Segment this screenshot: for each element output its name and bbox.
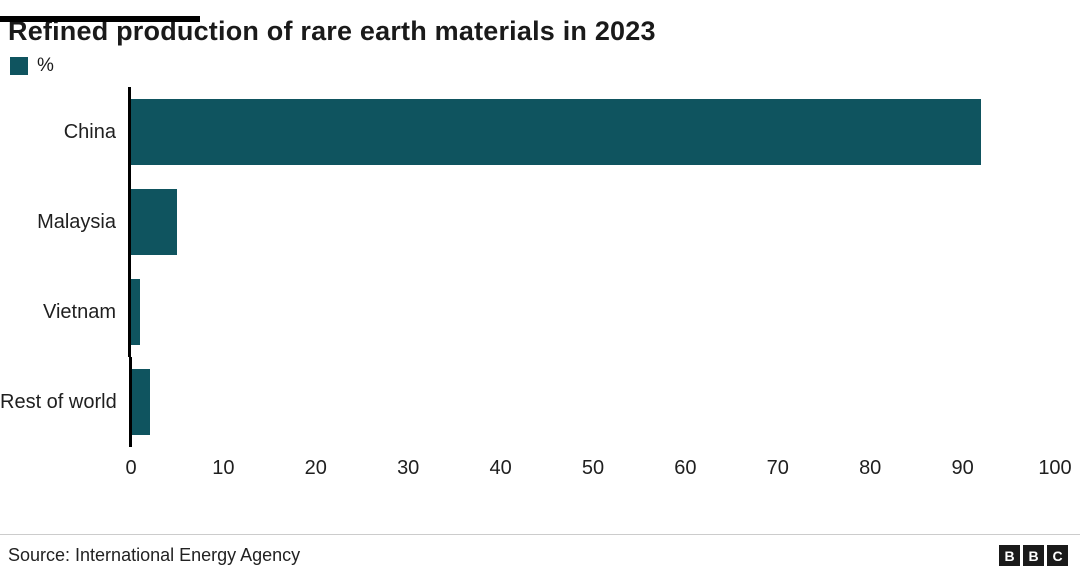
top-rule [0,16,200,22]
bar-row: Rest of world [0,357,1080,447]
bar-track [128,267,1055,357]
category-label: Malaysia [37,210,116,233]
bar-row: Malaysia [0,177,1080,267]
bbc-logo-block: B [1023,545,1044,566]
bbc-logo-block: B [999,545,1020,566]
bar-row: China [0,87,1080,177]
legend-label: % [37,55,54,76]
bar-track [128,177,1055,267]
bbc-logo-block: C [1047,545,1068,566]
bar [131,99,982,165]
bar-track [128,87,1055,177]
bar-row: Vietnam [0,267,1080,357]
tick-label: 70 [766,457,789,479]
bar [131,189,178,255]
tick-label: 100 [1038,457,1072,479]
bar [131,279,141,345]
tick-label: 50 [581,457,605,479]
tick-label: 20 [304,457,327,479]
category-label: Vietnam [42,300,116,323]
tick-label: 0 [125,457,137,479]
source-text: Source: International Energy Agency [8,545,301,565]
legend: % [10,55,1080,77]
tick-label: 60 [674,457,697,479]
x-axis-ticks: 0 10 20 30 40 50 60 70 80 90 100 [125,447,1071,489]
category-label: Rest of world [0,390,117,413]
tick-label: 30 [397,457,420,479]
tick-label: 90 [951,457,974,479]
tick-label: 40 [489,457,512,479]
bar-rows: China Malaysia Vietnam Rest of world [0,87,1080,447]
legend-swatch [10,57,28,75]
bar-chart: China Malaysia Vietnam Rest of world 0 10 20 3… [0,87,1080,489]
bar [131,369,151,435]
tick-label: 10 [212,457,235,479]
tick-label: 80 [859,457,882,479]
bar-track [128,357,1055,447]
category-label: China [63,120,116,143]
